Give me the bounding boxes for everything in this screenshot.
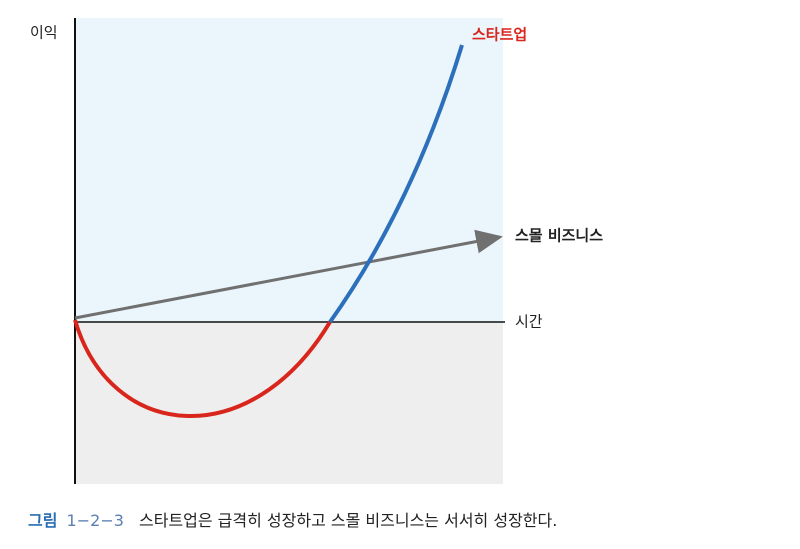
small-business-label: 스몰 비즈니스 bbox=[515, 227, 603, 245]
caption-number: 1−2−3 bbox=[66, 511, 124, 530]
startup-label: 스타트업 bbox=[472, 26, 527, 44]
diagram: 이익 시간 스타트업 스몰 비즈니스 bbox=[30, 18, 603, 484]
caption-prefix: 그림 bbox=[28, 511, 58, 530]
loss-region bbox=[75, 322, 503, 484]
startup-growth-curve bbox=[328, 44, 464, 324]
caption: 그림 1−2−3 스타트업은 급격히 성장하고 스몰 비즈니스는 서서히 성장한… bbox=[28, 507, 557, 531]
caption-text: 스타트업은 급격히 성장하고 스몰 비즈니스는 서서히 성장한다. bbox=[139, 511, 558, 530]
startup-loss-curve bbox=[73, 319, 332, 418]
small-business-line bbox=[74, 229, 503, 320]
profit-region bbox=[75, 18, 503, 322]
x-axis-label: 시간 bbox=[515, 313, 543, 331]
y-axis-label: 이익 bbox=[30, 24, 58, 42]
